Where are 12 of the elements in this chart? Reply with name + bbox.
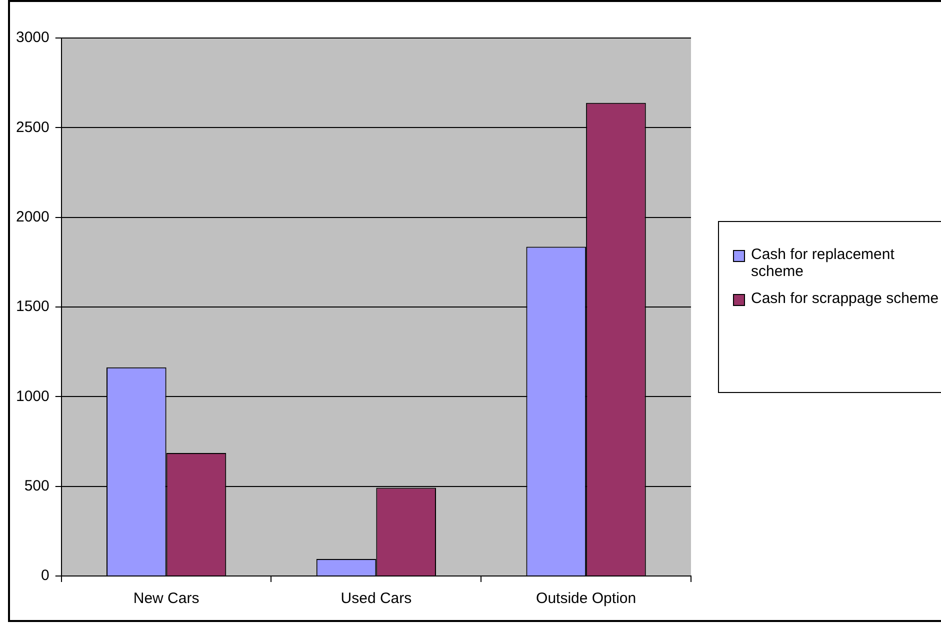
legend-label: Cash for replacement scheme	[751, 246, 896, 280]
y-tick-label: 0	[41, 567, 50, 584]
y-tick-label: 2000	[16, 208, 50, 226]
y-tick-label: 500	[24, 477, 50, 494]
y-tick-label: 1000	[16, 388, 50, 405]
y-tick-label: 1500	[16, 298, 50, 316]
y-tick-label: 2500	[16, 118, 50, 136]
x-tick-label: Used Cars	[340, 590, 412, 608]
x-tick-label: Outside Option	[536, 590, 636, 608]
x-tick-label: New Cars	[133, 590, 200, 608]
y-tick-label: 3000	[16, 29, 50, 46]
legend-label: Cash for scrappage scheme	[751, 290, 939, 307]
